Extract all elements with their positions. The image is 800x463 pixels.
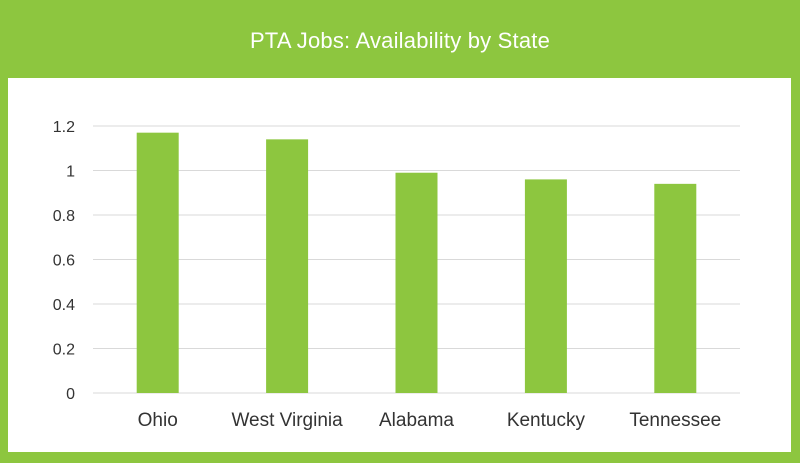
x-tick-label: Alabama <box>379 410 454 431</box>
x-tick-label: Tennessee <box>629 410 721 431</box>
y-tick-label: 0.4 <box>53 297 75 314</box>
x-tick-label: Ohio <box>138 410 178 431</box>
bar-west-virginia <box>266 139 309 393</box>
bar-kentucky <box>524 179 567 393</box>
y-tick-label: 0.2 <box>53 342 75 359</box>
y-tick-label: 1 <box>66 164 75 181</box>
bar-alabama <box>395 172 438 393</box>
x-tick-label: West Virginia <box>231 410 343 431</box>
bar-ohio <box>136 132 179 394</box>
chart-title: PTA Jobs: Availability by State <box>249 28 551 53</box>
y-tick-label: 1.2 <box>53 119 75 136</box>
y-tick-label: 0.8 <box>53 208 75 225</box>
y-tick-label: 0.6 <box>53 253 75 270</box>
y-tick-label: 0 <box>66 386 75 403</box>
bar-tennessee <box>654 183 697 393</box>
x-tick-label: Kentucky <box>507 410 586 431</box>
